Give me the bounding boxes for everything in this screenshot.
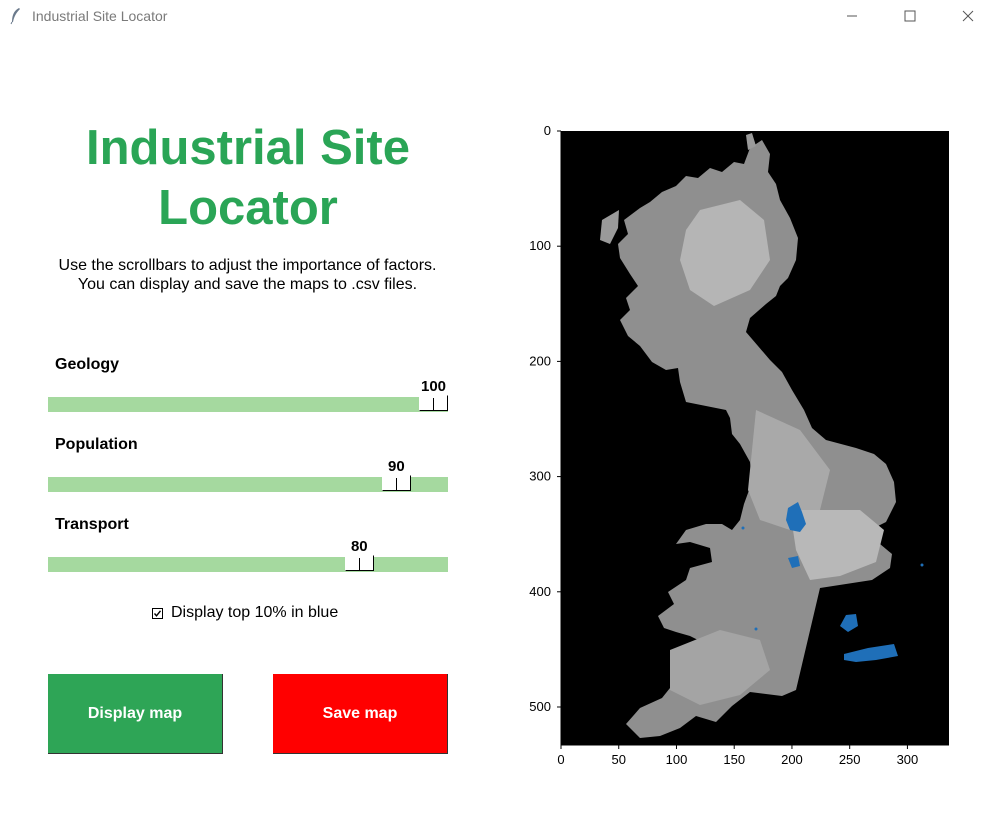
population-value: 90 — [388, 458, 405, 475]
y-tick-label: 0 — [544, 123, 551, 138]
y-tick-label: 500 — [529, 699, 551, 714]
display-top-10-checkbox[interactable] — [152, 607, 163, 619]
display-map-button[interactable]: Display map — [48, 674, 223, 754]
feather-icon — [8, 7, 24, 25]
map-axes — [560, 131, 949, 746]
transport-slider-thumb[interactable] — [344, 555, 374, 571]
checkmark-icon — [153, 609, 162, 617]
instructions-line-2: You can display and save the maps to .cs… — [77, 276, 418, 293]
y-tick-label: 200 — [529, 353, 551, 368]
x-tick-label: 200 — [781, 752, 803, 767]
transport-scrollbar[interactable] — [48, 555, 448, 572]
geology-value: 100 — [420, 378, 447, 395]
y-tick-label: 300 — [529, 469, 551, 484]
x-tick-label: 300 — [897, 752, 919, 767]
y-axis-ticks: 0 100 200 300 400 500 — [529, 123, 561, 714]
instructions-text: Use the scrollbars to adjust the importa… — [40, 256, 455, 294]
close-button[interactable] — [939, 0, 997, 32]
geology-label: Geology — [55, 356, 120, 373]
close-icon — [962, 10, 974, 22]
save-map-button[interactable]: Save map — [273, 674, 448, 754]
geology-scrollbar[interactable] — [48, 395, 448, 412]
maximize-icon — [904, 10, 916, 22]
minimize-button[interactable] — [823, 0, 881, 32]
transport-label: Transport — [55, 516, 129, 533]
geology-slider-thumb[interactable] — [419, 395, 448, 411]
map-plot: 0 50 100 150 200 250 300 0 100 200 300 400 500 — [529, 123, 949, 767]
population-slider-thumb[interactable] — [381, 475, 411, 491]
minimize-icon — [847, 15, 857, 17]
population-scrollbar[interactable] — [48, 475, 448, 492]
x-tick-label: 250 — [839, 752, 861, 767]
maximize-button[interactable] — [881, 0, 939, 32]
title-bar: Industrial Site Locator — [0, 0, 997, 32]
x-tick-label: 150 — [723, 752, 745, 767]
instructions-line-1: Use the scrollbars to adjust the importa… — [58, 257, 437, 274]
page-title-line-2: Locator — [158, 181, 338, 235]
display-top-10-label: Display top 10% in blue — [171, 604, 339, 621]
population-label: Population — [55, 436, 138, 453]
x-tick-label: 0 — [557, 752, 564, 767]
y-tick-label: 100 — [529, 238, 551, 253]
x-tick-label: 50 — [612, 752, 626, 767]
page-title: Industrial Site Locator — [48, 118, 448, 238]
x-tick-label: 100 — [666, 752, 688, 767]
x-axis-ticks: 0 50 100 150 200 250 300 — [557, 745, 918, 767]
y-tick-label: 400 — [529, 584, 551, 599]
uk-map-image — [600, 133, 896, 738]
window-title: Industrial Site Locator — [32, 8, 168, 24]
top-10-percent-areas — [741, 502, 924, 662]
page-title-line-1: Industrial Site — [85, 121, 410, 175]
display-top-10-checkbox-row[interactable]: Display top 10% in blue — [152, 604, 338, 622]
transport-value: 80 — [350, 538, 368, 555]
